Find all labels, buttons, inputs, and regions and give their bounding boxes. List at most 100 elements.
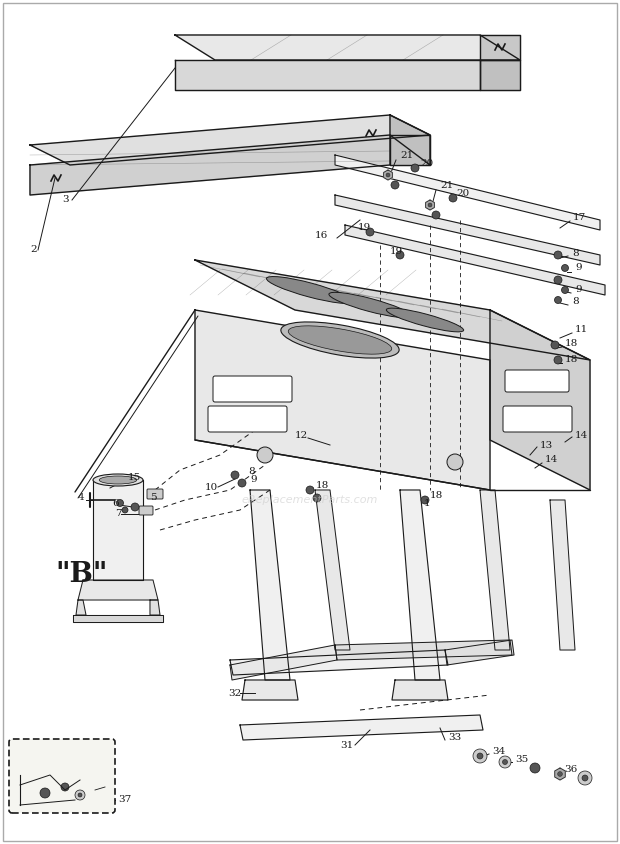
- FancyBboxPatch shape: [505, 370, 569, 392]
- Text: 37: 37: [118, 796, 131, 804]
- Circle shape: [551, 341, 559, 349]
- Text: 7: 7: [115, 508, 122, 517]
- Circle shape: [61, 783, 69, 791]
- Circle shape: [554, 276, 562, 284]
- Polygon shape: [242, 680, 298, 700]
- Circle shape: [411, 164, 419, 172]
- Circle shape: [432, 211, 440, 219]
- Text: 31: 31: [340, 740, 353, 749]
- Circle shape: [386, 173, 390, 177]
- Polygon shape: [195, 260, 590, 360]
- Circle shape: [117, 500, 123, 506]
- Polygon shape: [230, 645, 337, 680]
- Text: 9: 9: [250, 475, 257, 484]
- Circle shape: [562, 286, 569, 294]
- Polygon shape: [392, 680, 448, 700]
- Polygon shape: [76, 600, 86, 615]
- Text: 21: 21: [440, 181, 453, 190]
- Text: 4: 4: [78, 494, 84, 502]
- Text: 13: 13: [540, 441, 553, 450]
- Polygon shape: [390, 115, 430, 165]
- Circle shape: [391, 181, 399, 189]
- Polygon shape: [230, 650, 448, 675]
- Text: 18: 18: [565, 338, 578, 348]
- Circle shape: [554, 356, 562, 364]
- Text: 35: 35: [515, 755, 528, 765]
- Circle shape: [473, 749, 487, 763]
- Polygon shape: [175, 60, 480, 90]
- Text: 12: 12: [295, 430, 308, 440]
- Circle shape: [122, 507, 128, 513]
- Text: 15: 15: [128, 473, 141, 483]
- Text: 20: 20: [456, 188, 469, 197]
- FancyBboxPatch shape: [213, 376, 292, 402]
- Ellipse shape: [386, 308, 464, 332]
- Polygon shape: [175, 35, 520, 60]
- Polygon shape: [345, 225, 605, 295]
- Polygon shape: [555, 768, 565, 780]
- Circle shape: [428, 203, 432, 207]
- Circle shape: [530, 763, 540, 773]
- Circle shape: [75, 790, 85, 800]
- Text: 33: 33: [448, 733, 461, 743]
- Polygon shape: [490, 310, 590, 490]
- Text: eReplacementParts.com: eReplacementParts.com: [242, 495, 378, 505]
- Text: 19: 19: [358, 223, 371, 231]
- Circle shape: [582, 775, 588, 781]
- Text: 19: 19: [390, 247, 403, 257]
- Text: 36: 36: [564, 766, 577, 775]
- Polygon shape: [335, 195, 600, 265]
- Text: 8: 8: [572, 297, 578, 306]
- Polygon shape: [335, 155, 600, 230]
- Polygon shape: [93, 480, 143, 580]
- Polygon shape: [550, 500, 575, 650]
- Ellipse shape: [281, 322, 399, 358]
- Text: "B": "B": [56, 561, 108, 588]
- Text: 21: 21: [400, 150, 414, 160]
- Text: 18: 18: [316, 480, 329, 490]
- Polygon shape: [400, 490, 440, 680]
- FancyBboxPatch shape: [503, 406, 572, 432]
- Circle shape: [40, 788, 50, 798]
- Polygon shape: [240, 715, 483, 740]
- Polygon shape: [150, 600, 160, 615]
- Text: 14: 14: [545, 456, 558, 464]
- Polygon shape: [195, 310, 490, 490]
- Circle shape: [562, 264, 569, 272]
- Ellipse shape: [329, 292, 411, 317]
- Polygon shape: [384, 170, 392, 180]
- Text: 1: 1: [424, 500, 431, 508]
- Polygon shape: [73, 615, 163, 622]
- Ellipse shape: [267, 277, 353, 304]
- Text: 11: 11: [575, 326, 588, 334]
- Text: 18: 18: [565, 355, 578, 365]
- Ellipse shape: [99, 476, 137, 484]
- Polygon shape: [78, 580, 158, 600]
- Circle shape: [257, 447, 273, 463]
- Text: 17: 17: [573, 214, 587, 223]
- Circle shape: [578, 771, 592, 785]
- Circle shape: [554, 296, 562, 304]
- Circle shape: [554, 251, 562, 259]
- Polygon shape: [30, 135, 390, 195]
- Circle shape: [502, 760, 508, 765]
- Polygon shape: [426, 200, 435, 210]
- Circle shape: [131, 503, 139, 511]
- Text: 9: 9: [575, 285, 582, 295]
- Polygon shape: [480, 35, 520, 60]
- Circle shape: [78, 793, 82, 797]
- Polygon shape: [390, 135, 430, 165]
- Text: 9: 9: [575, 263, 582, 273]
- Circle shape: [366, 228, 374, 236]
- Polygon shape: [445, 640, 514, 665]
- Polygon shape: [315, 490, 350, 650]
- Text: 34: 34: [492, 748, 505, 756]
- Circle shape: [231, 471, 239, 479]
- Circle shape: [421, 496, 429, 504]
- FancyBboxPatch shape: [9, 739, 115, 813]
- Ellipse shape: [288, 326, 392, 354]
- Text: 8: 8: [572, 248, 578, 257]
- Text: 5: 5: [150, 493, 157, 501]
- Text: 16: 16: [315, 230, 328, 240]
- Circle shape: [557, 771, 562, 776]
